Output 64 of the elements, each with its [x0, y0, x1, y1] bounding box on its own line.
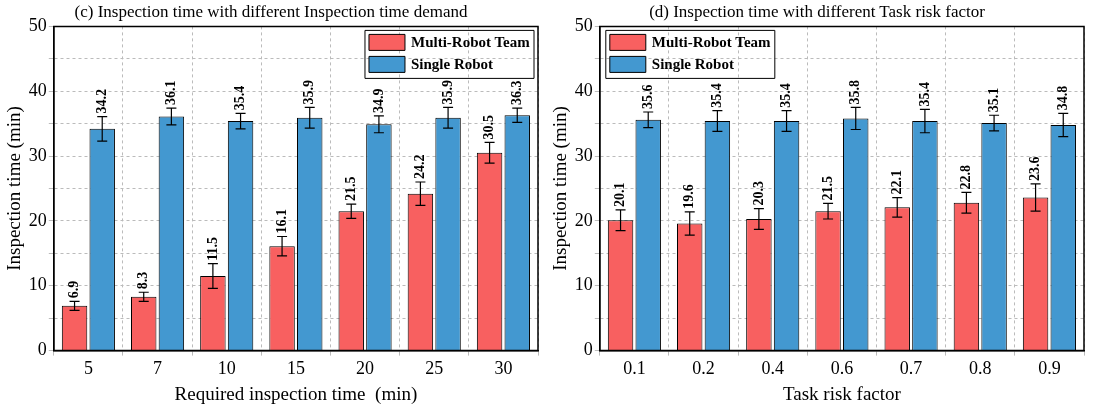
data-label: 35.9	[439, 79, 455, 105]
data-label: 30.5	[481, 114, 497, 140]
data-label: 22.8	[958, 164, 974, 190]
chart-title: (c) Inspection time with different Inspection time demand	[74, 1, 468, 21]
data-label: 11.5	[204, 236, 220, 261]
data-label: 35.4	[916, 81, 932, 107]
legend-label: Single Robot	[651, 56, 734, 73]
x-tick-label: 15	[286, 358, 305, 379]
y-tick-label: 20	[28, 209, 47, 230]
x-tick-label: 30	[494, 358, 513, 379]
x-tick-label: 0.2	[692, 358, 715, 379]
data-label: 35.4	[232, 85, 248, 111]
y-tick-label: 40	[574, 79, 593, 100]
x-tick-label: 20	[356, 358, 375, 379]
y-tick-label: 10	[574, 274, 593, 295]
y-tick-label: 30	[574, 144, 593, 165]
x-axis-title: Task risk factor	[782, 382, 902, 404]
y-tick-label: 50	[574, 15, 593, 36]
y-tick-label: 0	[37, 339, 47, 360]
y-tick-label: 30	[28, 144, 47, 165]
legend-label: Multi-Robot Team	[410, 34, 531, 51]
data-label: 8.3	[135, 271, 151, 290]
x-tick-label: 25	[425, 358, 444, 379]
x-tick-label: 0.6	[830, 358, 854, 379]
data-label: 36.3	[508, 80, 524, 106]
legend-label: Multi-Robot Team	[651, 34, 772, 51]
y-axis-title: Inspection time (min)	[3, 106, 26, 271]
y-tick-label: 0	[583, 339, 593, 360]
x-tick-label: 5	[83, 358, 93, 379]
legend-label: Single Robot	[410, 56, 494, 73]
data-label: 36.1	[163, 80, 178, 106]
chart-title: (d) Inspection time with different Task risk factor	[649, 1, 986, 21]
data-label: 35.6	[639, 84, 655, 109]
y-tick-label: 50	[28, 15, 47, 36]
data-label: 23.6	[1027, 156, 1043, 181]
data-label: 21.5	[342, 176, 358, 202]
data-label: 34.2	[93, 89, 109, 114]
data-label: 35.8	[847, 79, 863, 105]
data-label: 20.1	[612, 182, 628, 207]
data-label: 19.6	[681, 184, 697, 209]
data-label: 34.8	[1054, 85, 1070, 111]
data-label: 24.2	[412, 154, 428, 180]
data-label: 34.9	[370, 88, 386, 113]
y-tick-label: 20	[574, 209, 593, 230]
data-label: 35.9	[301, 79, 317, 105]
data-label: 6.9	[66, 280, 82, 299]
x-tick-label: 0.8	[968, 358, 992, 379]
data-label: 35.1	[985, 87, 1001, 113]
x-tick-label: 0.4	[761, 358, 784, 379]
x-axis-title: Required inspection time (min)	[174, 382, 418, 405]
data-label: 16.1	[273, 208, 289, 234]
y-tick-label: 10	[28, 274, 47, 295]
data-label: 35.4	[709, 83, 724, 108]
x-tick-label: 0.9	[1038, 358, 1061, 379]
x-tick-label: 7	[153, 358, 163, 379]
data-label: 21.5	[819, 175, 835, 201]
data-label: 20.3	[750, 181, 766, 206]
x-tick-label: 10	[217, 358, 236, 379]
y-tick-label: 40	[28, 79, 47, 100]
x-tick-label: 0.7	[899, 358, 923, 379]
y-axis-title: Inspection time (min)	[549, 106, 572, 271]
x-tick-label: 0.1	[623, 358, 646, 379]
data-label: 22.1	[888, 170, 904, 195]
data-label: 35.4	[778, 83, 794, 108]
